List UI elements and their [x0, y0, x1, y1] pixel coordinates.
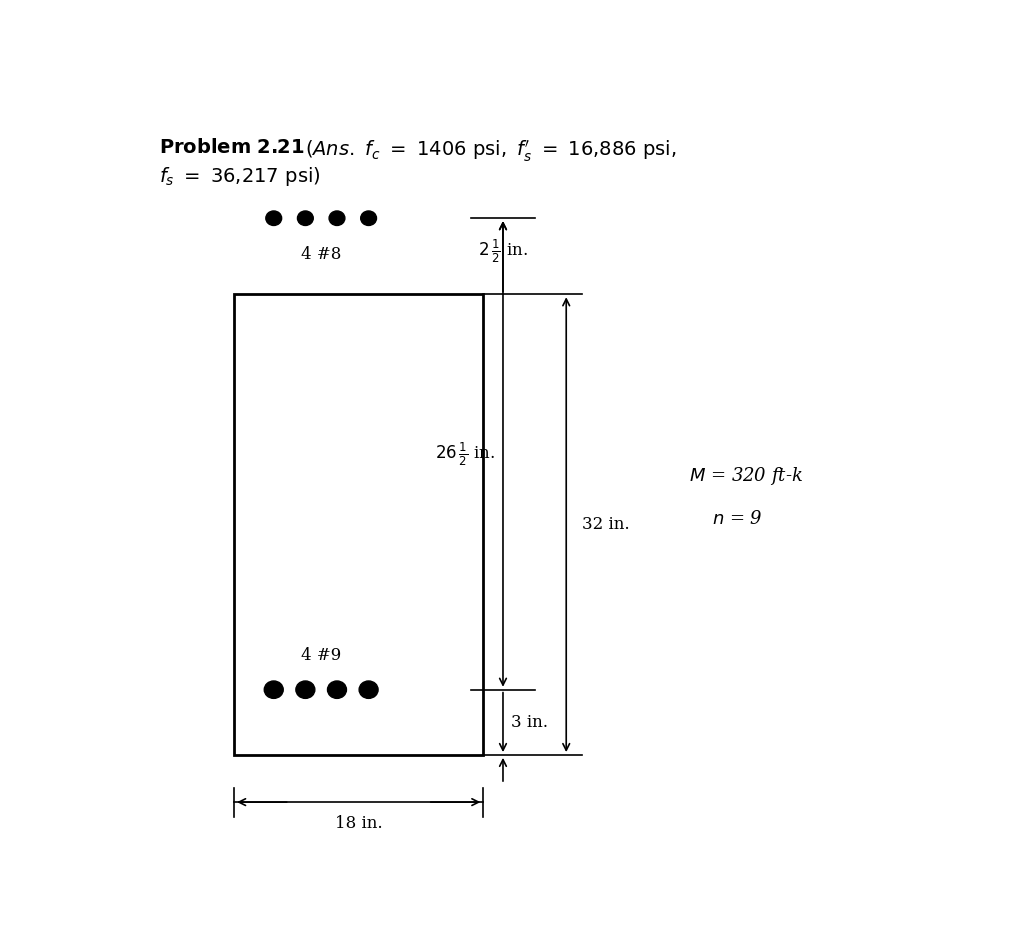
Text: 4 #8: 4 #8 — [301, 246, 341, 263]
Circle shape — [264, 681, 283, 698]
Text: $2\,\frac{1}{2}$ in.: $2\,\frac{1}{2}$ in. — [478, 238, 528, 266]
Text: 4 #9: 4 #9 — [301, 647, 341, 664]
Text: $n$ = 9: $n$ = 9 — [711, 511, 762, 528]
Circle shape — [266, 211, 281, 225]
Circle shape — [329, 211, 344, 225]
Circle shape — [359, 681, 378, 698]
Text: $\mathbf{Problem\ 2.21}$: $\mathbf{Problem\ 2.21}$ — [159, 138, 305, 157]
Text: $(Ans.\ f_c\ =\ 1406\ \mathrm{psi},\ f_s'\ =\ 16{,}886\ \mathrm{psi},$: $(Ans.\ f_c\ =\ 1406\ \mathrm{psi},\ f_s… — [305, 138, 677, 164]
Circle shape — [327, 681, 346, 698]
Circle shape — [296, 681, 315, 698]
Text: $M$ = 320 ft-k: $M$ = 320 ft-k — [688, 464, 802, 487]
Text: 32 in.: 32 in. — [582, 516, 629, 533]
Text: $f_s\ =\ 36{,}217\ \mathrm{psi})$: $f_s\ =\ 36{,}217\ \mathrm{psi})$ — [159, 165, 320, 188]
Text: 18 in.: 18 in. — [334, 815, 382, 832]
Bar — [234, 294, 483, 755]
Text: $26\,\frac{1}{2}$ in.: $26\,\frac{1}{2}$ in. — [434, 440, 494, 467]
Circle shape — [361, 211, 376, 225]
Text: 3 in.: 3 in. — [511, 714, 547, 731]
Circle shape — [298, 211, 313, 225]
